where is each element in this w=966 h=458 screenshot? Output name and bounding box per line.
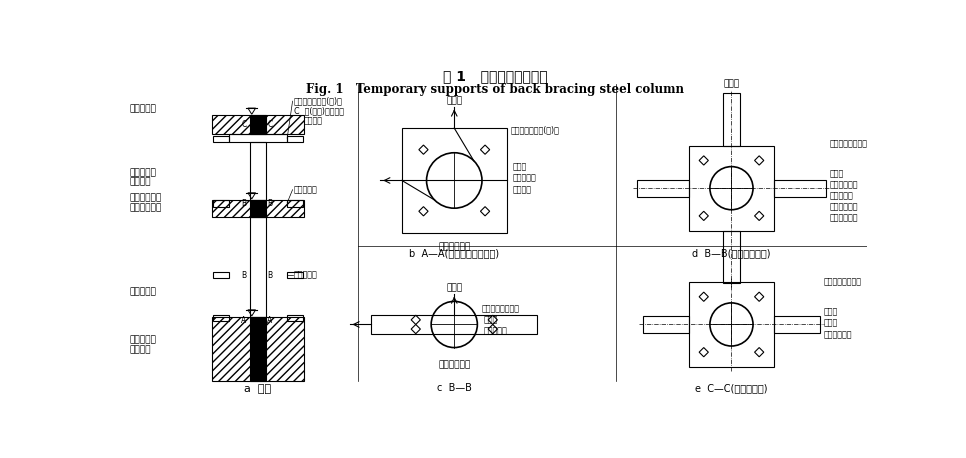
Text: 直螺纹套筒及螺(锚)栓: 直螺纹套筒及螺(锚)栓: [510, 125, 559, 134]
Text: 梁板结构: 梁板结构: [129, 178, 151, 186]
Bar: [774, 316, 820, 333]
Text: A: A: [268, 316, 272, 325]
Bar: [250, 115, 266, 134]
Bar: [250, 200, 266, 217]
Text: d  B—B(十字梁交叉处): d B—B(十字梁交叉处): [693, 249, 771, 259]
Text: 加劲板: 加劲板: [724, 80, 740, 89]
Text: e  C—C(支撑顶平面): e C—C(支撑顶平面): [696, 383, 768, 393]
Text: B: B: [242, 271, 246, 280]
Text: 钢筋混凝土梁: 钢筋混凝土梁: [830, 213, 859, 222]
Text: Fig. 1   Temporary supports of back bracing steel column: Fig. 1 Temporary supports of back bracin…: [306, 83, 684, 96]
Bar: [213, 136, 229, 142]
Bar: [213, 201, 229, 207]
Text: 钢筋混凝土: 钢筋混凝土: [129, 168, 156, 177]
Text: 加劲板: 加劲板: [446, 284, 463, 293]
Text: B: B: [268, 271, 272, 280]
Bar: [212, 200, 304, 217]
Text: 图 1   鈢柱临时支撑示意: 图 1 鈢柱临时支撑示意: [442, 70, 548, 83]
Bar: [287, 315, 302, 322]
Text: 基础顶平面: 基础顶平面: [129, 288, 156, 297]
Text: 临时支撑钢柱: 临时支撑钢柱: [439, 360, 470, 369]
Bar: [774, 180, 826, 196]
Text: C  梁(或板)内预留穿: C 梁(或板)内预留穿: [294, 107, 344, 116]
Text: B: B: [268, 199, 272, 208]
Bar: [643, 316, 689, 333]
Text: 顶托钢耳板: 顶托钢耳板: [294, 271, 318, 280]
Text: 钢垫板: 钢垫板: [484, 316, 497, 324]
Text: 钢夹板: 钢夹板: [824, 318, 838, 327]
Text: 钢垫板: 钢垫板: [830, 170, 844, 179]
Bar: [250, 317, 266, 381]
Bar: [723, 230, 740, 283]
Bar: [689, 282, 774, 367]
Text: c  B—B: c B—B: [437, 383, 471, 393]
Text: B: B: [242, 199, 246, 208]
Bar: [212, 317, 304, 381]
Text: 临时支撑钢柱: 临时支撑钢柱: [830, 202, 859, 211]
Text: 临时支撑钢柱: 临时支撑钢柱: [824, 331, 852, 340]
Text: C: C: [268, 120, 272, 129]
Bar: [213, 272, 229, 278]
Text: C: C: [242, 120, 246, 129]
Bar: [229, 134, 287, 142]
Bar: [213, 315, 229, 322]
Text: 基座钢板: 基座钢板: [513, 185, 532, 194]
Bar: [402, 128, 506, 233]
Bar: [250, 217, 266, 317]
Text: 加劲板: 加劲板: [446, 97, 463, 106]
Text: 顶托钢耳板: 顶托钢耳板: [513, 173, 536, 182]
Text: 直螺纹套筒及螺栓: 直螺纹套筒及螺栓: [830, 140, 868, 149]
Text: 结构顶平面: 结构顶平面: [129, 104, 156, 114]
Text: 螺栓套管: 螺栓套管: [304, 116, 323, 125]
Bar: [689, 146, 774, 230]
Bar: [212, 115, 304, 134]
Text: 直螺纹套筒及螺栓: 直螺纹套筒及螺栓: [824, 278, 862, 287]
Bar: [287, 136, 302, 142]
Bar: [287, 201, 302, 207]
Bar: [637, 180, 689, 196]
Text: b  A—A(钢柱基础支座平面): b A—A(钢柱基础支座平面): [410, 249, 499, 259]
Text: 钢垫板: 钢垫板: [824, 308, 838, 316]
Text: 直螺纹套筒及螺(锚)栓: 直螺纹套筒及螺(锚)栓: [294, 97, 343, 106]
Text: 钢垫板: 钢垫板: [513, 162, 527, 171]
Bar: [723, 93, 740, 146]
Text: a  立面: a 立面: [244, 384, 271, 394]
Text: 临时支撑钢柱: 临时支撑钢柱: [439, 242, 470, 251]
Text: 临时支撑钢柱: 临时支撑钢柱: [129, 194, 161, 203]
Text: A: A: [242, 316, 246, 325]
Text: 顶托钢耳板: 顶托钢耳板: [294, 185, 318, 194]
Text: 基础结构: 基础结构: [129, 345, 151, 354]
Bar: [287, 272, 302, 278]
Text: 顶托钢承板: 顶托钢承板: [830, 191, 854, 200]
Bar: [371, 315, 537, 334]
Text: 楼层结构平面: 楼层结构平面: [129, 203, 161, 212]
Text: 顶托钢承板: 顶托钢承板: [484, 326, 507, 335]
Bar: [250, 142, 266, 200]
Text: 钢筋混凝土梁: 钢筋混凝土梁: [830, 180, 859, 190]
Text: 直螺纹套筒及螺栓: 直螺纹套筒及螺栓: [481, 305, 519, 314]
Text: 钢筋混凝土: 钢筋混凝土: [129, 335, 156, 344]
